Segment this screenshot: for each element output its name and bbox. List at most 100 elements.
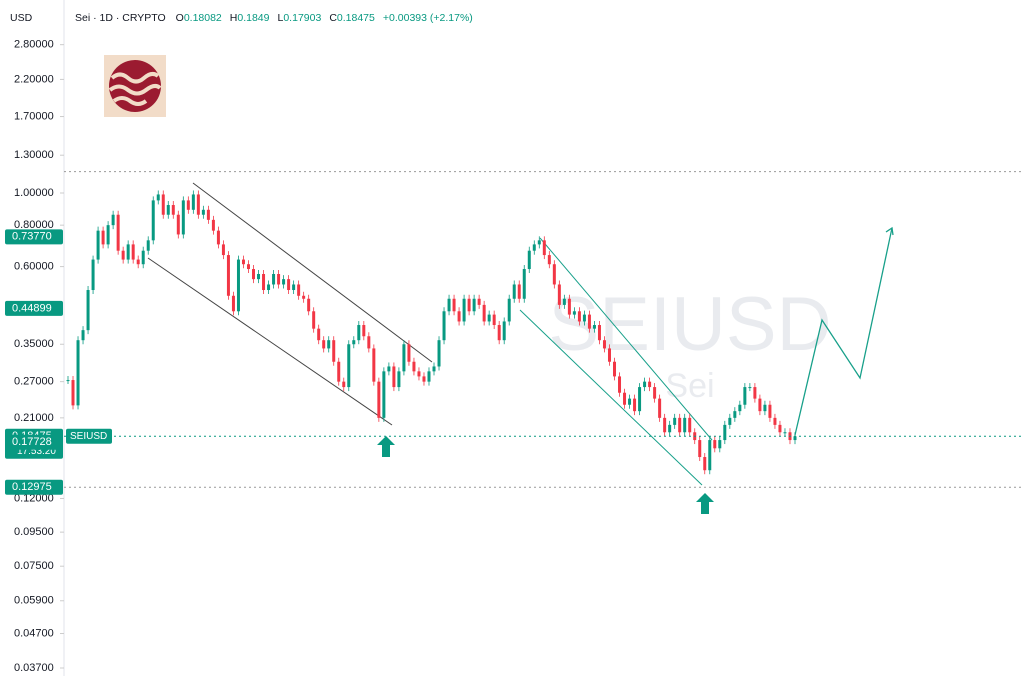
candle — [743, 387, 747, 405]
candle — [342, 381, 346, 388]
candle — [442, 311, 446, 341]
watermark: SEIUSD — [549, 282, 832, 367]
candle — [597, 325, 601, 341]
candle — [201, 209, 205, 215]
price-label-box — [5, 479, 63, 495]
candle — [703, 457, 707, 471]
candle — [537, 240, 541, 245]
candle — [512, 284, 516, 299]
candle — [292, 284, 296, 291]
candle — [623, 392, 627, 405]
price-label: 0.44899 — [12, 302, 52, 314]
candle — [332, 340, 336, 362]
candle — [96, 230, 100, 260]
candle — [502, 321, 506, 341]
candle — [272, 273, 276, 285]
candle — [136, 259, 140, 265]
y-tick-label: 0.03700 — [14, 662, 54, 674]
candle — [768, 404, 772, 418]
y-tick-label: 1.70000 — [14, 110, 54, 122]
candle — [613, 361, 617, 377]
candle — [688, 417, 692, 433]
ohlc-value: 0.18475 — [337, 12, 375, 24]
y-tick-label: 0.05900 — [14, 595, 54, 607]
candle — [372, 348, 376, 382]
candle — [773, 417, 777, 425]
candle — [477, 298, 481, 305]
candle — [221, 244, 225, 256]
candle — [397, 371, 401, 388]
candle — [231, 295, 235, 312]
candle — [377, 381, 381, 418]
y-tick-label: 0.09500 — [14, 526, 54, 538]
candle — [412, 361, 416, 372]
candle — [602, 340, 606, 349]
candle — [121, 250, 125, 260]
candle — [146, 240, 150, 251]
candle — [91, 259, 95, 291]
candle — [66, 380, 70, 382]
candle — [542, 240, 546, 256]
candle — [562, 298, 566, 305]
candle — [713, 440, 717, 449]
candle — [472, 298, 476, 312]
candle — [166, 205, 170, 215]
ohlc-value: 0.17903 — [283, 12, 321, 24]
ohlc-label: C — [329, 12, 337, 24]
y-tick-label: 0.80000 — [14, 219, 54, 231]
candle — [111, 214, 115, 226]
price-label: 0.12975 — [12, 481, 52, 493]
candle — [587, 314, 591, 329]
candle — [582, 314, 586, 322]
price-label: 0.17728 — [12, 436, 52, 448]
candle — [723, 424, 727, 441]
symbol-box — [66, 428, 112, 444]
candle — [196, 194, 200, 215]
candle — [643, 381, 647, 388]
candle — [287, 279, 291, 291]
candle — [402, 344, 406, 372]
ohlc-label: H — [230, 12, 238, 24]
candle — [718, 440, 722, 449]
candle — [517, 284, 521, 299]
candle — [607, 348, 611, 362]
candle — [236, 259, 240, 312]
candle — [322, 340, 326, 349]
candle — [86, 290, 90, 331]
candle — [422, 376, 426, 382]
ohlc-label: L — [278, 12, 284, 24]
y-tick-label: 0.12000 — [14, 492, 54, 504]
candle — [211, 219, 215, 231]
candle — [733, 411, 737, 418]
candle — [497, 325, 501, 341]
candle — [352, 340, 356, 345]
candle — [673, 417, 677, 425]
candle — [357, 325, 361, 341]
y-tick-label: 0.35000 — [14, 338, 54, 350]
candle — [447, 298, 451, 312]
price-label-box — [5, 434, 63, 450]
candle — [793, 436, 797, 441]
candle — [302, 295, 306, 299]
price-label-box — [5, 229, 63, 245]
ohlc-value: 0.1849 — [237, 12, 269, 24]
candle — [156, 194, 160, 201]
candle — [663, 417, 667, 433]
candle — [683, 417, 687, 433]
candle — [577, 311, 581, 322]
candle — [738, 404, 742, 412]
candle — [507, 298, 511, 322]
y-tick-label: 0.04700 — [14, 627, 54, 639]
candle — [557, 284, 561, 305]
y-tick-label: 0.27000 — [14, 376, 54, 388]
candle — [307, 298, 311, 312]
candle — [532, 244, 536, 251]
candle — [226, 255, 230, 296]
candle — [417, 371, 421, 377]
y-tick-label: 1.30000 — [14, 149, 54, 161]
y-tick-label: 2.20000 — [14, 73, 54, 85]
candle — [252, 269, 256, 280]
candle — [282, 279, 286, 285]
